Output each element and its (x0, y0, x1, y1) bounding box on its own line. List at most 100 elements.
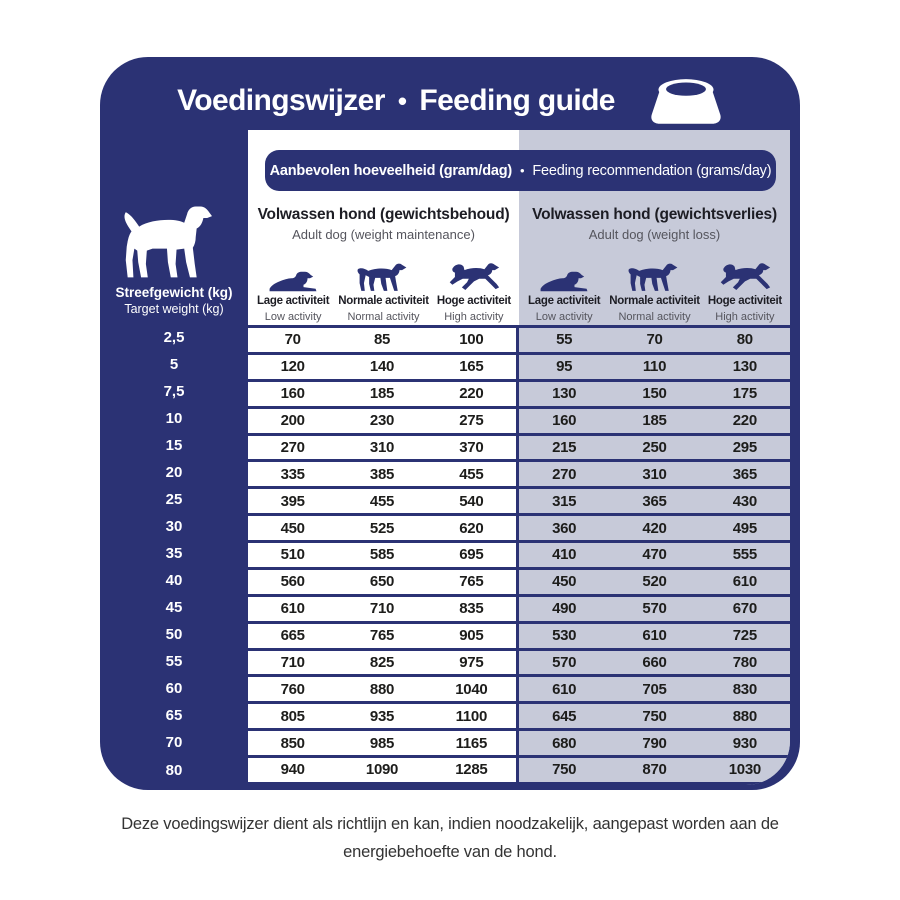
amount-cell: 310 (642, 465, 667, 483)
amount-cell: 905 (459, 627, 484, 645)
amount-cell: 270 (552, 465, 577, 483)
recommendation-dutch: Aanbevolen hoeveelheid (gram/dag) (269, 162, 513, 179)
weight-cell: 5 (169, 355, 179, 373)
maintenance-cells: 510 585 695 (248, 543, 519, 567)
weight-loss-cells: 680 790 930 (519, 731, 790, 755)
amounts-grid: 70 85 100 55 70 80 120 140 165 95 110 130 160 185 220 1… (248, 325, 790, 785)
amount-cell: 275 (459, 412, 484, 430)
amount-cell: 750 (642, 707, 667, 725)
weight-cell: 50 (165, 626, 183, 644)
table-row: 450 525 620 360 420 495 (248, 516, 790, 543)
maintenance-cells: 665 765 905 (248, 623, 519, 648)
amount-cell: 695 (459, 546, 484, 564)
amount-cell: 835 (459, 600, 484, 618)
amount-cell: 880 (369, 680, 395, 698)
amount-cell: 250 (642, 438, 667, 456)
amount-cell: 370 (459, 438, 484, 456)
weight-loss-cells: 55 70 80 (519, 328, 790, 352)
group-title-english: Adult dog (weight loss) (588, 227, 721, 243)
maintenance-cells: 805 935 1100 (248, 704, 519, 729)
group-header-row: Volwassen hond (gewichtsbehoud) Adult do… (248, 205, 790, 244)
amount-cell: 750 (552, 761, 577, 779)
title-english: Feeding guide (419, 84, 615, 117)
dog-silhouette-icon (124, 206, 212, 278)
weight-cell: 30 (165, 517, 183, 535)
maintenance-cells: 760 880 1040 (248, 677, 519, 702)
amount-cell: 985 (369, 734, 395, 752)
activity-label: Hoge activiteit High activity (436, 295, 511, 323)
table-row: 940 1090 1285 750 870 1030 (248, 758, 790, 785)
amount-cell: 120 (280, 358, 305, 376)
maintenance-cells: 560 650 765 (248, 569, 519, 594)
amount-cell: 70 (284, 331, 301, 349)
amount-cell: 455 (459, 465, 484, 483)
recommendation-separator: • (520, 163, 525, 178)
amount-cell: 935 (369, 707, 395, 725)
amount-cell: 160 (280, 385, 305, 403)
amount-cell: 585 (369, 546, 395, 564)
amount-cell: 620 (459, 519, 484, 537)
maintenance-cells: 395 455 540 (248, 489, 519, 514)
table-row: 610 710 835 490 570 670 (248, 596, 790, 624)
amount-cell: 455 (369, 492, 395, 510)
amount-cell: 360 (552, 519, 577, 537)
weight-loss-cells: 95 110 130 (519, 354, 790, 379)
amount-cell: 470 (642, 546, 667, 564)
amount-cell: 200 (280, 412, 305, 430)
weight-loss-cells: 315 365 430 (519, 489, 790, 514)
amount-cell: 295 (732, 438, 757, 456)
table-row: 560 650 765 450 520 610 (248, 569, 790, 597)
amount-cell: 1165 (455, 734, 488, 752)
maintenance-cells: 335 385 455 (248, 462, 519, 487)
amount-cell: 385 (369, 465, 395, 483)
group-header-maintenance: Volwassen hond (gewichtsbehoud) Adult do… (248, 205, 519, 244)
maintenance-cells: 160 185 220 (248, 381, 519, 406)
amount-cell: 55 (556, 331, 573, 349)
amount-cell: 705 (642, 680, 667, 698)
amount-cell: 430 (732, 492, 757, 510)
amount-cell: 410 (552, 546, 577, 564)
weight-loss-cells: 130 150 175 (519, 381, 790, 406)
weight-loss-cells: 270 310 365 (519, 462, 790, 487)
amount-cell: 645 (552, 707, 577, 725)
maintenance-cells: 70 85 100 (248, 328, 519, 352)
table-row: 395 455 540 315 365 430 (248, 489, 790, 517)
weight-cell: 25 (165, 490, 183, 508)
amount-cell: 765 (459, 573, 484, 591)
amount-cell: 850 (280, 734, 305, 752)
maintenance-cells: 610 710 835 (248, 596, 519, 621)
amount-cell: 175 (732, 385, 757, 403)
amount-cell: 130 (732, 358, 757, 376)
weight-cell: 10 (165, 409, 183, 427)
amount-cell: 520 (642, 573, 667, 591)
running-dog-icon (429, 262, 519, 292)
table-row: 760 880 1040 610 705 830 (248, 677, 790, 705)
amount-cell: 610 (642, 627, 667, 645)
amount-cell: 270 (280, 438, 305, 456)
maintenance-cells: 940 1090 1285 (248, 758, 519, 782)
amount-cell: 1285 (455, 761, 488, 779)
weight-loss-cells: 530 610 725 (519, 623, 790, 648)
activity-label: Lage activiteit Low activity (257, 295, 330, 323)
amount-cell: 825 (369, 653, 395, 671)
amount-cell: 230 (369, 412, 395, 430)
weight-loss-cells: 215 250 295 (519, 435, 790, 460)
amount-cell: 220 (459, 385, 484, 403)
amount-cell: 610 (552, 680, 577, 698)
title-separator: • (397, 85, 407, 116)
maintenance-cells: 710 825 975 (248, 650, 519, 675)
amount-cell: 365 (642, 492, 667, 510)
table-row: 160 185 220 130 150 175 (248, 381, 790, 409)
amount-cell: 185 (369, 385, 395, 403)
amount-cell: 660 (642, 653, 667, 671)
table-row: 850 985 1165 680 790 930 (248, 731, 790, 758)
amount-cell: 1040 (455, 680, 488, 698)
amount-cell: 725 (732, 627, 757, 645)
amount-cell: 110 (642, 358, 667, 376)
group-title-dutch: Volwassen hond (gewichtsverlies) (532, 206, 777, 223)
group-header-weight-loss: Volwassen hond (gewichtsverlies) Adult d… (519, 205, 790, 244)
amount-cell: 85 (373, 331, 391, 349)
weight-cell: 55 (165, 653, 183, 671)
table-row: 200 230 275 160 185 220 (248, 408, 790, 436)
amount-cell: 765 (369, 627, 395, 645)
